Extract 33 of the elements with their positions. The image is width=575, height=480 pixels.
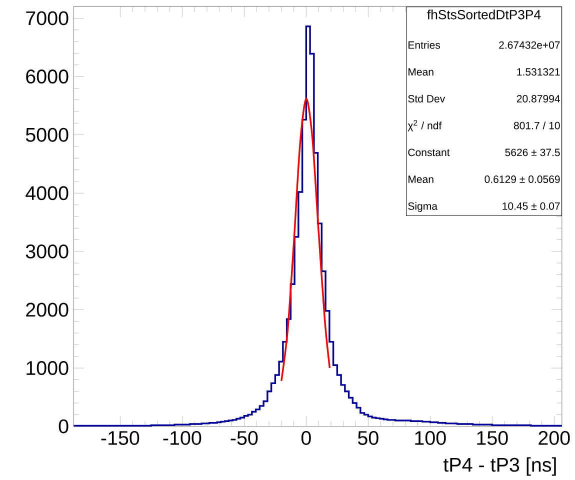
annotation: Std Dev — [408, 94, 446, 102]
line-series — [280, 98, 331, 382]
annotation: Mean — [408, 68, 434, 76]
y-tick-label: 1000 — [26, 361, 68, 375]
x-tick-label: -150 — [101, 430, 140, 445]
y-tick-label: 3000 — [26, 244, 68, 258]
annotation: Entries — [408, 40, 440, 49]
x-tick-label: 200 — [538, 430, 570, 445]
x-tick-label: 100 — [415, 430, 446, 445]
x-tick-label: -50 — [230, 430, 258, 445]
annotation: 1.531321 — [517, 68, 560, 76]
annotation: 20.87994 — [516, 94, 560, 102]
annotation: 5626 ± 37.5 — [505, 148, 560, 156]
y-tick-label: 2000 — [26, 302, 68, 317]
y-tick-label: 6000 — [26, 69, 68, 84]
annotation: χ$^{2}$ / ndf — [408, 120, 442, 132]
x-tick-label: 50 — [358, 430, 378, 445]
annotation: 801.7 / 10 — [514, 122, 560, 130]
annotation: Mean — [408, 176, 434, 183]
y-tick-label: 7000 — [26, 11, 68, 26]
annotation: Sigma — [408, 202, 438, 212]
annotation: 10.45 ± 0.07 — [502, 202, 560, 210]
annotation: 0.6129 ± 0.0569 — [484, 176, 560, 183]
y-tick-label: 4000 — [26, 186, 68, 200]
y-tick-label: 5000 — [26, 128, 68, 142]
x-tick-label: 0 — [301, 430, 311, 445]
x-axis-title: tP4 - tP3 [ns] — [443, 457, 556, 476]
y-tick-label: 0 — [58, 419, 68, 434]
annotation: fhStsSortedDtP3P4 — [427, 10, 541, 20]
x-tick-label: -100 — [163, 430, 202, 445]
annotation: 2.67432e+07 — [499, 41, 560, 49]
x-tick-label: 150 — [477, 430, 508, 445]
annotation: Constant — [408, 148, 450, 156]
